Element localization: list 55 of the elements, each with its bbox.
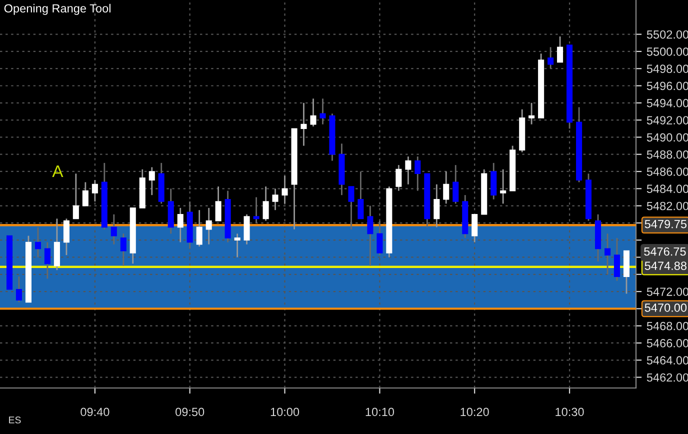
- candlestick: [16, 276, 22, 303]
- candlestick: [604, 232, 611, 276]
- candlestick: [320, 98, 326, 126]
- candlestick: [414, 156, 421, 192]
- candlestick: [215, 186, 222, 222]
- candlestick: [177, 207, 184, 243]
- candlestick: [358, 170, 364, 220]
- candlestick: [34, 226, 42, 258]
- candlestick: [272, 188, 278, 211]
- candlestick: [92, 179, 98, 202]
- candlestick: [548, 46, 554, 70]
- candlestick: [110, 214, 117, 246]
- candlestick: [300, 102, 307, 146]
- candlestick: [434, 184, 440, 228]
- candlestick: [528, 102, 535, 126]
- candlestick: [244, 214, 250, 246]
- ref-line-label: 5470.00: [644, 303, 687, 312]
- annotation: A: [52, 165, 64, 177]
- candlestick: [472, 214, 478, 243]
- text: ES: [9, 416, 21, 424]
- candlestick: [376, 220, 383, 256]
- x-tick-label: 10:20: [460, 408, 489, 416]
- text: 5476.75: [644, 247, 686, 256]
- candlestick: [234, 232, 240, 258]
- candlestick: [206, 207, 212, 246]
- candlestick: [443, 170, 450, 204]
- x-tick-label: 10:00: [270, 408, 300, 416]
- chart-title: Opening Range Tool: [4, 4, 110, 15]
- candlestick: [282, 175, 288, 204]
- x-tick-label: 10:10: [366, 408, 394, 416]
- candlestick: [82, 182, 88, 206]
- candlestick: [63, 218, 70, 256]
- candlestick: [348, 186, 354, 230]
- candlestick: [310, 98, 316, 128]
- candlestick: [148, 166, 155, 196]
- ref-line-label: 5479.75: [644, 220, 687, 228]
- x-tick-label: 09:40: [80, 408, 110, 416]
- candlestick: [367, 205, 374, 267]
- candlestick: [557, 36, 564, 63]
- candlestick: [490, 162, 497, 200]
- candlestick: [253, 196, 260, 224]
- x-tick-label: 09:50: [176, 408, 204, 416]
- ref-line-label: 5474.88: [644, 262, 686, 270]
- candlestick: [72, 172, 79, 220]
- candlestick: [396, 164, 402, 192]
- candlestick: [262, 186, 269, 222]
- candlestick: [614, 237, 620, 282]
- candlestick: [405, 156, 412, 186]
- candlestick: [500, 168, 506, 204]
- candlestick: [452, 164, 459, 204]
- x-tick-label: 10:30: [556, 408, 584, 416]
- candlestick: [54, 218, 60, 271]
- candlestick: [120, 232, 126, 267]
- candlestick: [44, 242, 50, 280]
- candlestick: [196, 209, 202, 248]
